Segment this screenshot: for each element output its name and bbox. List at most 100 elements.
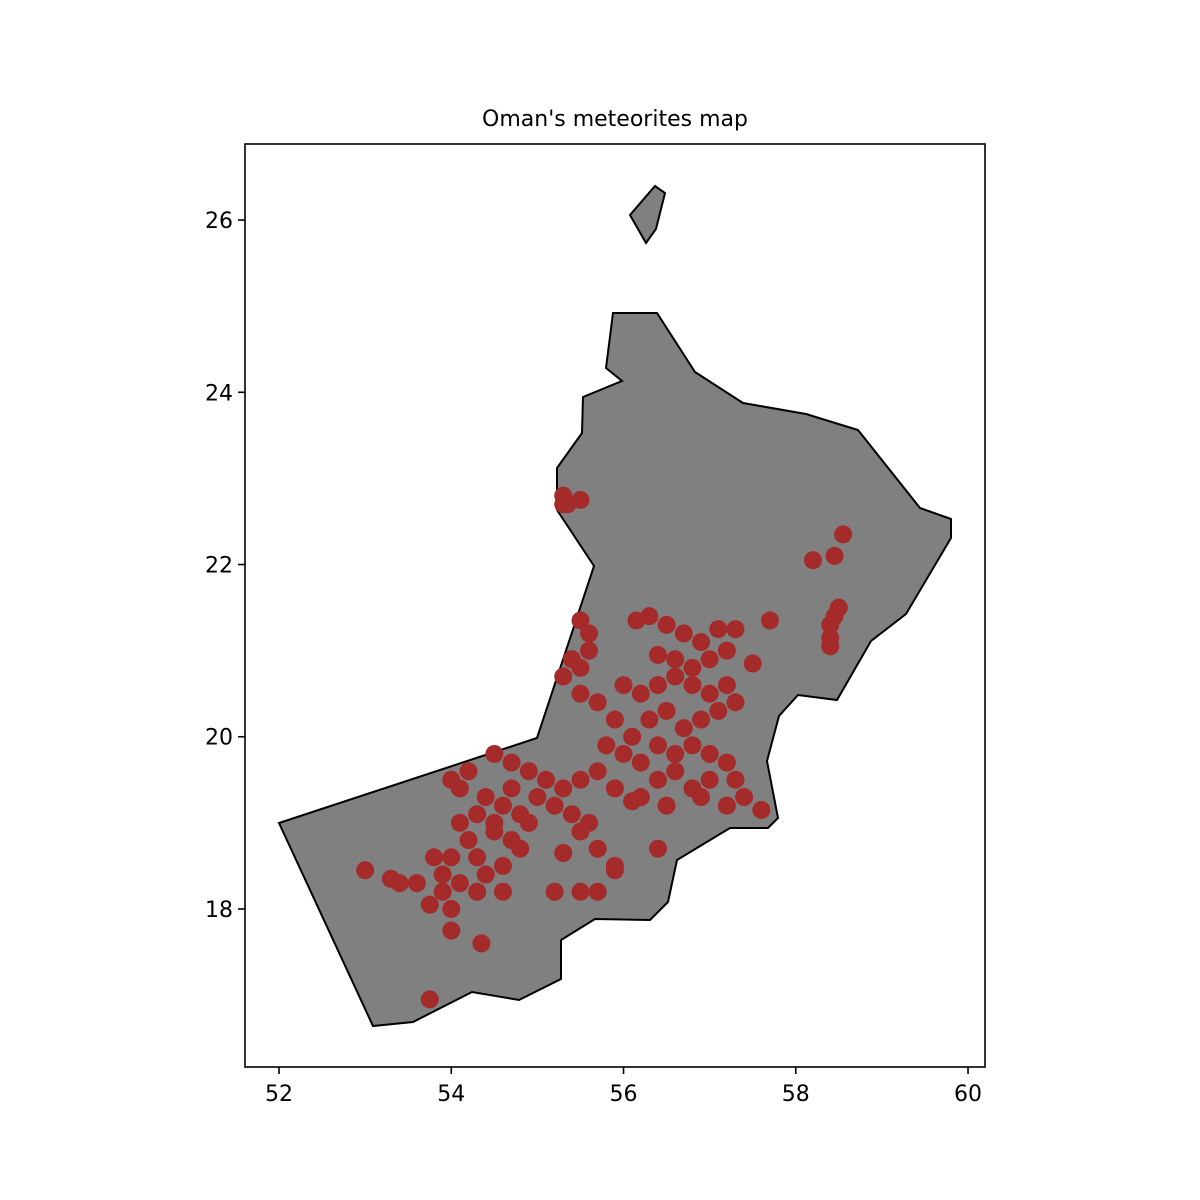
- meteorite-point: [476, 865, 495, 884]
- meteorite-point: [450, 874, 469, 893]
- meteorite-point: [433, 882, 452, 901]
- meteorite-point: [648, 839, 667, 858]
- meteorite-point: [760, 611, 779, 630]
- meteorite-point: [825, 546, 844, 565]
- meteorite-point: [648, 736, 667, 755]
- meteorite-point: [692, 788, 711, 807]
- meteorite-point: [493, 796, 512, 815]
- meteorite-point: [804, 551, 823, 570]
- meteorite-point: [717, 641, 736, 660]
- meteorite-point: [580, 641, 599, 660]
- y-tick-label: 20: [205, 726, 233, 751]
- meteorite-point: [752, 800, 771, 819]
- meteorite-point: [726, 620, 745, 639]
- meteorite-point: [640, 710, 659, 729]
- y-tick-label: 18: [205, 898, 233, 923]
- meteorite-point: [700, 684, 719, 703]
- meteorite-point: [571, 658, 590, 677]
- meteorite-point: [356, 861, 375, 880]
- meteorite-point: [717, 753, 736, 772]
- meteorite-point: [631, 753, 650, 772]
- meteorite-point: [537, 770, 556, 789]
- meteorite-point: [450, 813, 469, 832]
- points: [356, 486, 853, 1009]
- meteorite-point: [666, 667, 685, 686]
- x-tick-label: 58: [782, 1082, 810, 1107]
- meteorite-point: [493, 856, 512, 875]
- meteorite-point: [588, 882, 607, 901]
- meteorite-point: [674, 624, 693, 643]
- meteorite-point: [571, 770, 590, 789]
- meteorite-point: [605, 779, 624, 798]
- meteorite-point: [519, 762, 538, 781]
- meteorite-point: [571, 822, 590, 841]
- meteorite-point: [493, 882, 512, 901]
- meteorite-point: [502, 753, 521, 772]
- meteorite-point: [821, 637, 840, 656]
- meteorite-point: [459, 762, 478, 781]
- meteorite-point: [485, 813, 504, 832]
- meteorite-point: [648, 676, 667, 695]
- meteorite-point: [683, 676, 702, 695]
- meteorite-point: [640, 607, 659, 626]
- meteorite-point: [648, 645, 667, 664]
- meteorite-point: [476, 788, 495, 807]
- meteorite-point: [511, 839, 530, 858]
- meteorite-point: [605, 710, 624, 729]
- meteorite-point: [648, 770, 667, 789]
- meteorite-point: [468, 848, 487, 867]
- meteorite-point: [407, 874, 426, 893]
- meteorite-point: [571, 882, 590, 901]
- meteorite-point: [717, 796, 736, 815]
- meteorite-point: [735, 788, 754, 807]
- meteorite-point: [692, 710, 711, 729]
- meteorite-point: [562, 805, 581, 824]
- x-tick-label: 60: [954, 1082, 982, 1107]
- meteorite-point: [588, 839, 607, 858]
- x-tick-label: 56: [610, 1082, 638, 1107]
- meteorite-point: [571, 684, 590, 703]
- meteorite-point: [442, 921, 461, 940]
- meteorite-point: [709, 620, 728, 639]
- island: [628, 184, 667, 245]
- meteorite-point: [666, 744, 685, 763]
- meteorite-point: [743, 654, 762, 673]
- meteorite-point: [571, 490, 590, 509]
- meteorite-point: [528, 788, 547, 807]
- meteorite-point: [545, 796, 564, 815]
- meteorite-point: [502, 779, 521, 798]
- meteorite-point: [519, 813, 538, 832]
- meteorite-point: [442, 848, 461, 867]
- meteorite-point: [605, 861, 624, 880]
- meteorite-point: [588, 693, 607, 712]
- y-tick-label: 24: [205, 381, 233, 406]
- meteorite-point: [692, 633, 711, 652]
- meteorite-point: [726, 770, 745, 789]
- meteorite-point: [420, 895, 439, 914]
- meteorite-point: [614, 676, 633, 695]
- y-tick-label: 26: [205, 209, 233, 234]
- meteorite-point: [545, 882, 564, 901]
- meteorite-point: [674, 719, 693, 738]
- meteorite-point: [554, 667, 573, 686]
- meteorite-point: [472, 934, 491, 953]
- meteorite-point: [683, 658, 702, 677]
- meteorite-point: [433, 865, 452, 884]
- x-tick-label: 54: [437, 1082, 465, 1107]
- chart-title: Oman's meteorites map: [482, 107, 748, 132]
- meteorite-point: [588, 762, 607, 781]
- meteorite-point: [631, 684, 650, 703]
- meteorite-point: [597, 736, 616, 755]
- mainland: [277, 312, 952, 1028]
- meteorite-point: [700, 650, 719, 669]
- meteorite-point: [554, 843, 573, 862]
- meteorite-point: [420, 990, 439, 1009]
- meteorite-point: [834, 525, 853, 544]
- meteorite-point: [580, 624, 599, 643]
- meteorite-point: [825, 607, 844, 626]
- meteorite-point: [442, 899, 461, 918]
- y-tick-label: 22: [205, 554, 233, 579]
- meteorite-point: [614, 744, 633, 763]
